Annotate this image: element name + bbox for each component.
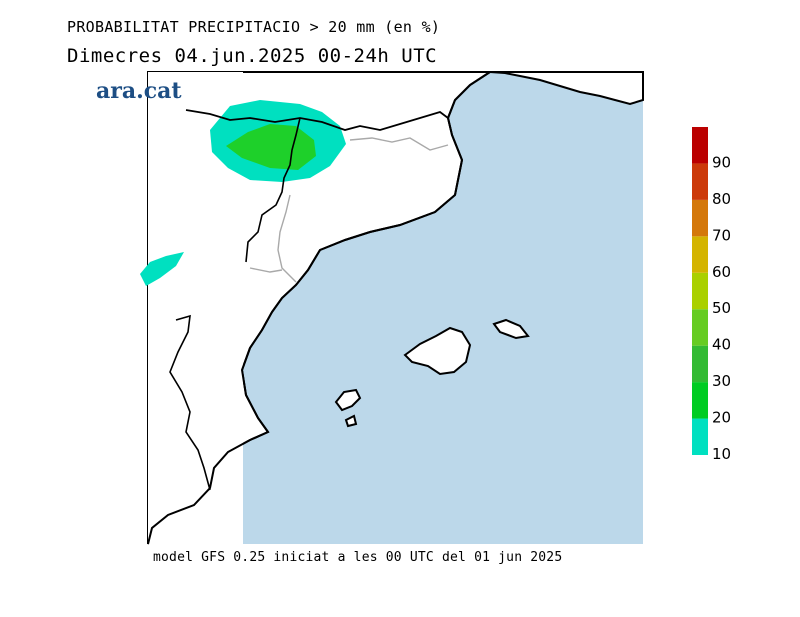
region-border <box>245 117 301 263</box>
colorbar-label: 60 <box>712 263 731 281</box>
colorbar-swatch <box>692 272 708 310</box>
inland-west-border <box>169 314 211 491</box>
colorbar-swatch <box>692 163 708 200</box>
colorbar-swatch <box>692 127 708 164</box>
menorca-island <box>492 318 530 340</box>
colorbar-swatch <box>692 345 708 383</box>
aragon-10pct-area <box>140 252 184 286</box>
internal-borders <box>249 137 449 283</box>
colorbar-swatch <box>692 418 708 455</box>
colorbar-swatch <box>692 236 708 273</box>
france-coast <box>489 71 644 106</box>
coastline <box>147 71 491 545</box>
colorbar-label: 20 <box>712 409 731 427</box>
colorbar-swatch <box>692 309 708 346</box>
colorbar-label: 70 <box>712 226 731 244</box>
colorbar-label: 50 <box>712 299 731 317</box>
colorbar-swatch <box>692 199 708 237</box>
ara-cat-logo: ara.cat <box>96 78 182 104</box>
colorbar-label: 40 <box>712 336 731 354</box>
pyrenees-border <box>185 109 449 131</box>
pyrenees-20pct-area <box>226 124 316 170</box>
colorbar-label: 10 <box>712 445 731 463</box>
colorbar-label: 80 <box>712 190 731 208</box>
colorbar-label: 90 <box>712 153 731 171</box>
colorbar-swatch <box>692 382 708 419</box>
model-run-caption: model GFS 0.25 iniciat a les 00 UTC del … <box>153 550 563 565</box>
colorbar: 10 20 30 40 50 60 70 80 90 <box>692 127 731 463</box>
forecast-date: Dimecres 04.jun.2025 00-24h UTC <box>67 45 438 67</box>
map-title: PROBABILITAT PRECIPITACIO > 20 mm (en %) <box>67 18 441 36</box>
ibiza-island <box>334 388 362 412</box>
formentera-island <box>344 414 358 428</box>
colorbar-label: 30 <box>712 372 731 390</box>
mallorca-island <box>403 326 472 376</box>
